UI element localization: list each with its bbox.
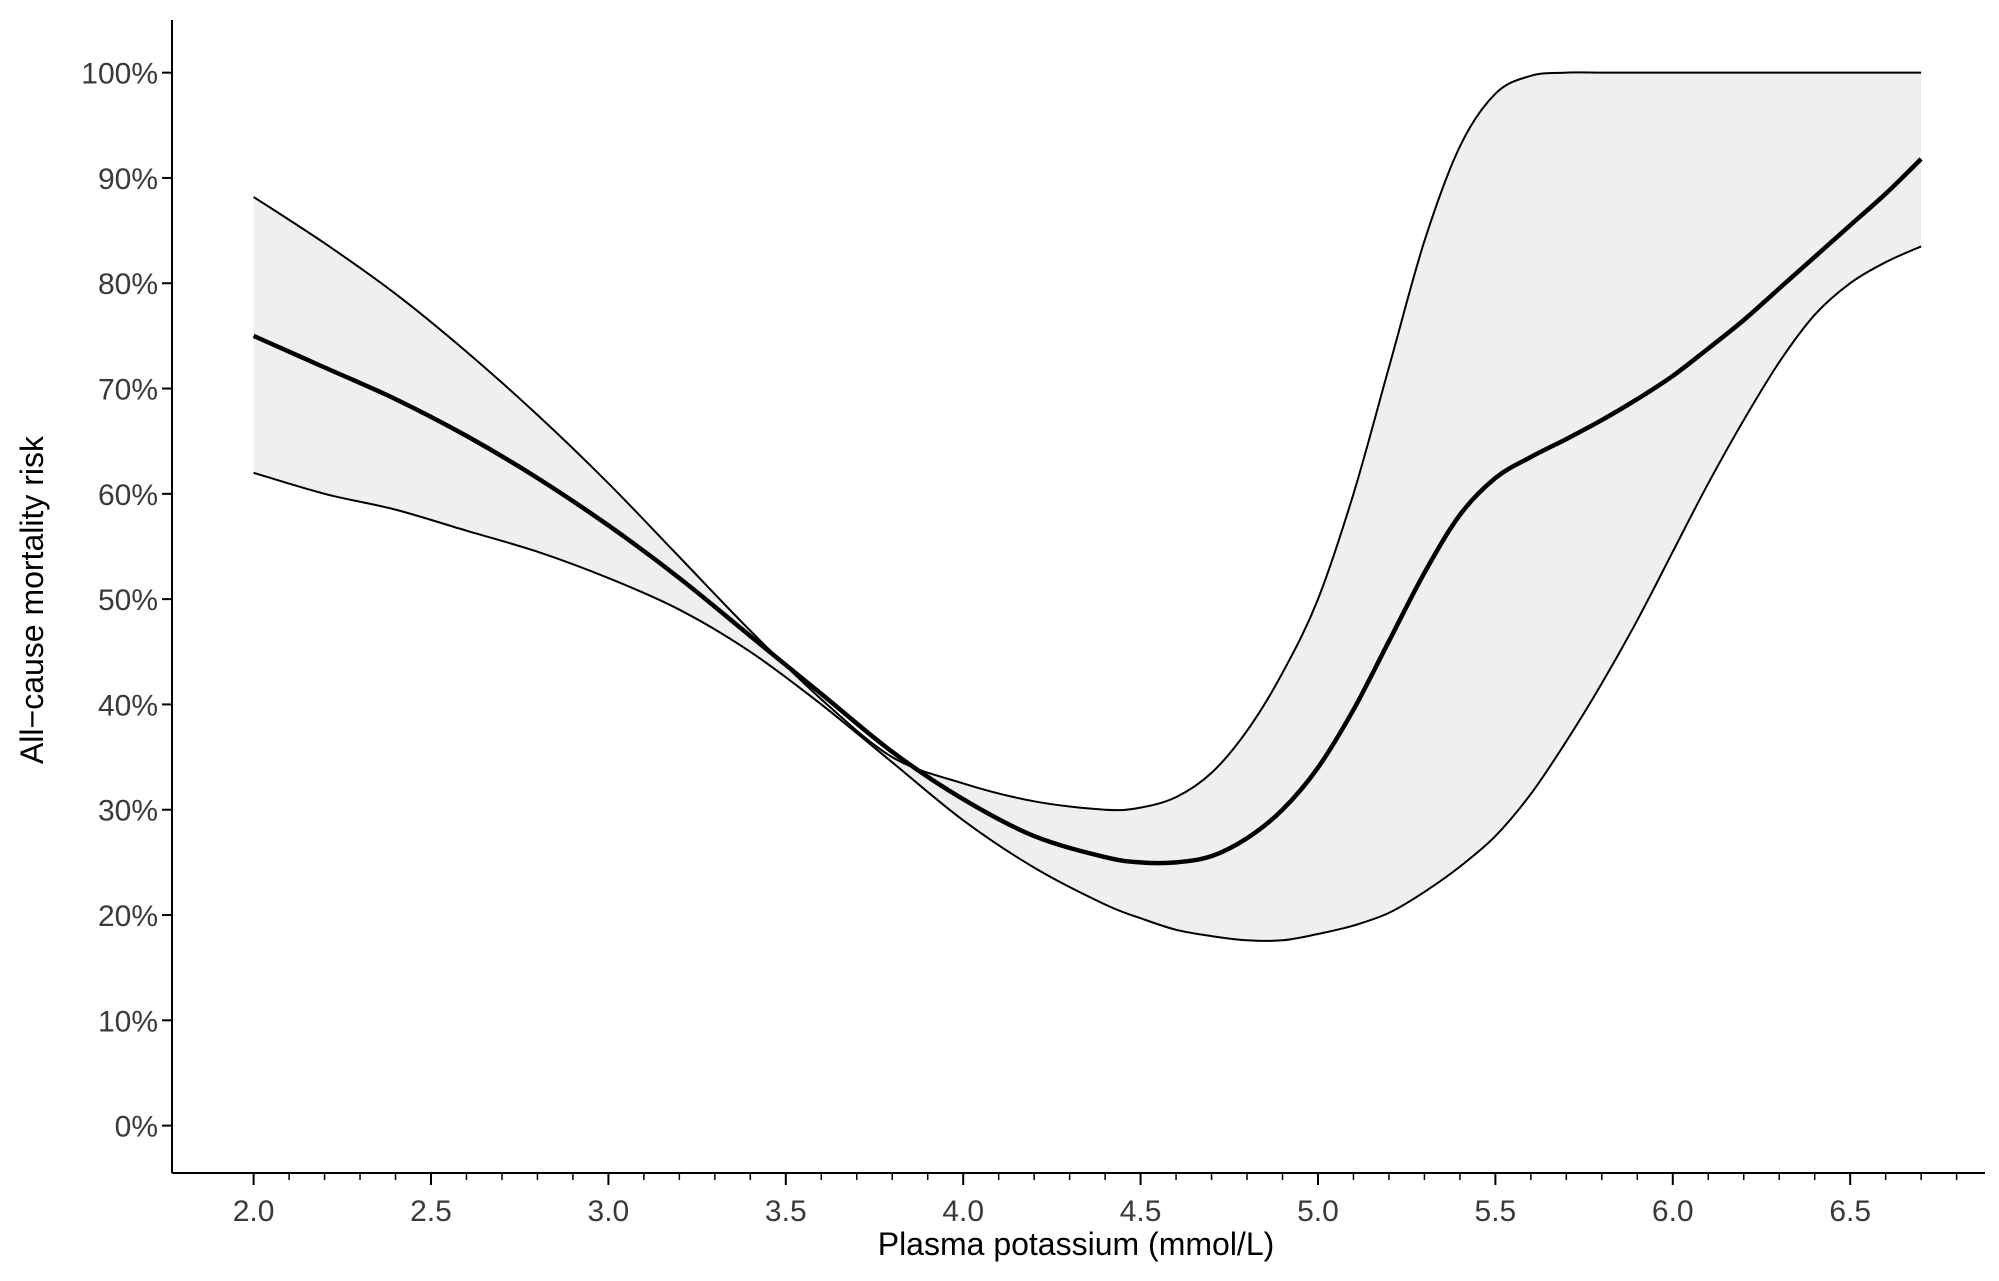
x-tick-label: 3.0 [588,1195,630,1228]
y-axis-ticks: 0% 10% 20% 30% 40% 50% 60% 70% 80% 90% 100% [81,58,172,1144]
x-axis-title: Plasma potassium (mmol/L) [878,1226,1275,1262]
x-tick-label: 4.5 [1120,1195,1162,1228]
x-tick-label: 6.0 [1652,1195,1694,1228]
x-axis-ticks: 2.0 2.5 3.0 3.5 4.0 4.5 5.0 5.5 6.0 6.5 [233,1173,1871,1228]
x-tick-label: 6.5 [1829,1195,1871,1228]
y-axis-title: All−cause mortality risk [14,435,50,764]
y-tick-label: 90% [98,163,158,196]
y-tick-label: 30% [98,795,158,828]
y-tick-label: 10% [98,1005,158,1038]
upper-ci-line [253,71,1922,812]
y-tick-label: 80% [98,268,158,301]
x-tick-label: 2.5 [410,1195,452,1228]
confidence-band-layer [253,72,1922,941]
x-tick-label: 5.5 [1475,1195,1517,1228]
estimate-line [252,157,1923,866]
y-tick-label: 50% [98,584,158,617]
axes: 0% 10% 20% 30% 40% 50% 60% 70% 80% 90% 100% 2.0 2.5… [81,20,1985,1228]
x-tick-label: 3.5 [765,1195,807,1228]
y-tick-label: 20% [98,900,158,933]
y-tick-label: 100% [81,58,158,91]
x-tick-label: 4.0 [942,1195,984,1228]
x-tick-label: 2.0 [233,1195,275,1228]
y-tick-label: 40% [98,689,158,722]
lower-ci-line [253,245,1922,942]
x-axis-minor-ticks [288,1173,1958,1180]
y-tick-label: 0% [115,1111,158,1144]
y-tick-label: 70% [98,374,158,407]
x-tick-label: 5.0 [1297,1195,1339,1228]
y-tick-label: 60% [98,479,158,512]
confidence-band [253,72,1922,941]
estimate-line-layer [252,157,1923,866]
confidence-limit-lines [253,71,1922,942]
